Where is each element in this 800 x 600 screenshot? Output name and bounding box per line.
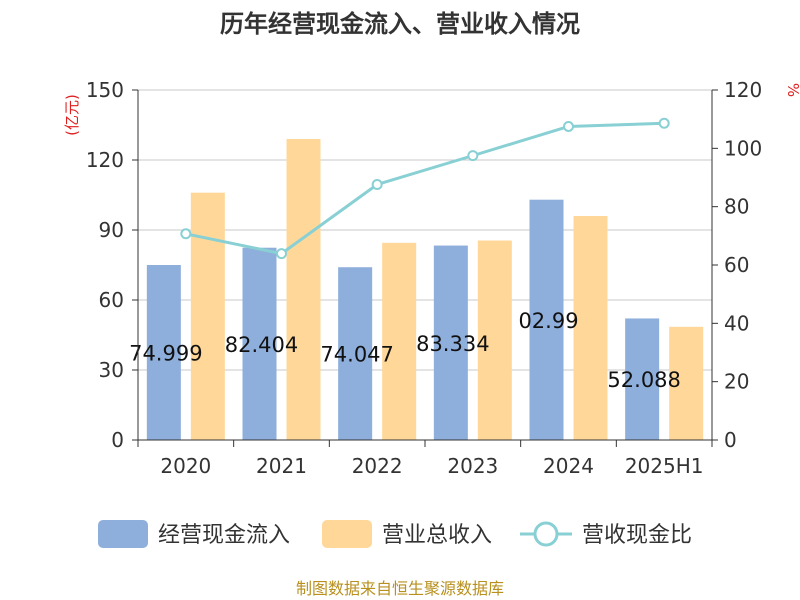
ratio-point — [563, 120, 574, 132]
legend-swatch-ratio-marker — [533, 521, 559, 547]
data-labels: 74.999 82.404 74.047 83.334 02.99 52.088 — [129, 309, 681, 392]
data-label-cash-inflow: 52.088 — [607, 368, 680, 392]
legend: 经营现金流入 营业总收入 营收现金比 — [98, 520, 692, 548]
x-tick-label: 2022 — [352, 454, 403, 478]
left-tick-label: 150 — [86, 78, 124, 102]
data-label-cash-inflow: 83.334 — [416, 332, 489, 356]
bar-cash-inflow — [625, 318, 660, 440]
right-tick-label: 60 — [724, 253, 749, 277]
right-tick-label: 0 — [724, 428, 737, 452]
left-axis-unit: (亿元) — [63, 94, 81, 136]
bars — [146, 139, 704, 440]
bar-revenue — [286, 139, 321, 440]
legend-label-cash-inflow: 经营现金流入 — [158, 523, 290, 548]
legend-label-revenue: 营业总收入 — [382, 523, 492, 548]
data-label-cash-inflow: 74.999 — [129, 342, 202, 366]
bar-cash-inflow — [146, 265, 181, 440]
data-label-cash-inflow: 82.404 — [225, 333, 298, 357]
left-tick-label: 120 — [86, 148, 124, 172]
source-note: 制图数据来自恒生聚源数据库 — [296, 579, 504, 598]
bar-cash-inflow — [242, 247, 277, 440]
legend-label-ratio: 营收现金比 — [582, 523, 692, 548]
right-tick-label: 120 — [724, 78, 762, 102]
legend-swatch-cash-inflow — [98, 520, 148, 548]
ratio-point — [658, 117, 670, 129]
chart-title: 历年经营现金流入、营业收入情况 — [220, 10, 580, 38]
ratio-line-path — [185, 121, 665, 256]
bar-cash-inflow — [529, 199, 564, 440]
x-tick-label: 2021 — [256, 454, 307, 478]
left-tick-label: 30 — [99, 358, 124, 382]
axes: 0 30 60 90 120 150 0 20 40 60 80 100 120 2020 2021 2022… — [86, 78, 762, 478]
bar-revenue — [573, 216, 608, 440]
ratio-point — [180, 228, 192, 240]
bar-cash-inflow — [338, 267, 373, 440]
x-tick-label: 2023 — [447, 454, 498, 478]
data-label-cash-inflow: 74.047 — [320, 343, 393, 367]
x-tick-label: 2025H1 — [625, 454, 704, 478]
bar-revenue — [382, 242, 417, 440]
x-tick-label: 2024 — [543, 454, 594, 478]
right-axis-unit: % — [784, 83, 800, 97]
right-tick-label: 20 — [724, 370, 749, 394]
x-tick-label: 2020 — [160, 454, 211, 478]
ratio-line — [180, 117, 670, 260]
right-tick-label: 80 — [724, 195, 749, 219]
bar-revenue — [190, 192, 225, 440]
data-label-cash-inflow: 02.99 — [518, 309, 578, 333]
ratio-point — [371, 179, 383, 190]
legend-swatch-revenue — [322, 520, 372, 548]
left-tick-label: 90 — [99, 218, 124, 242]
left-tick-label: 60 — [99, 288, 124, 312]
right-tick-label: 100 — [724, 136, 762, 160]
right-tick-label: 40 — [724, 311, 749, 335]
ratio-point — [276, 248, 287, 260]
ratio-point — [467, 150, 479, 162]
bar-revenue — [477, 240, 512, 440]
bar-revenue — [669, 326, 704, 440]
bar-cash-inflow — [433, 245, 468, 440]
left-tick-label: 0 — [111, 428, 124, 452]
